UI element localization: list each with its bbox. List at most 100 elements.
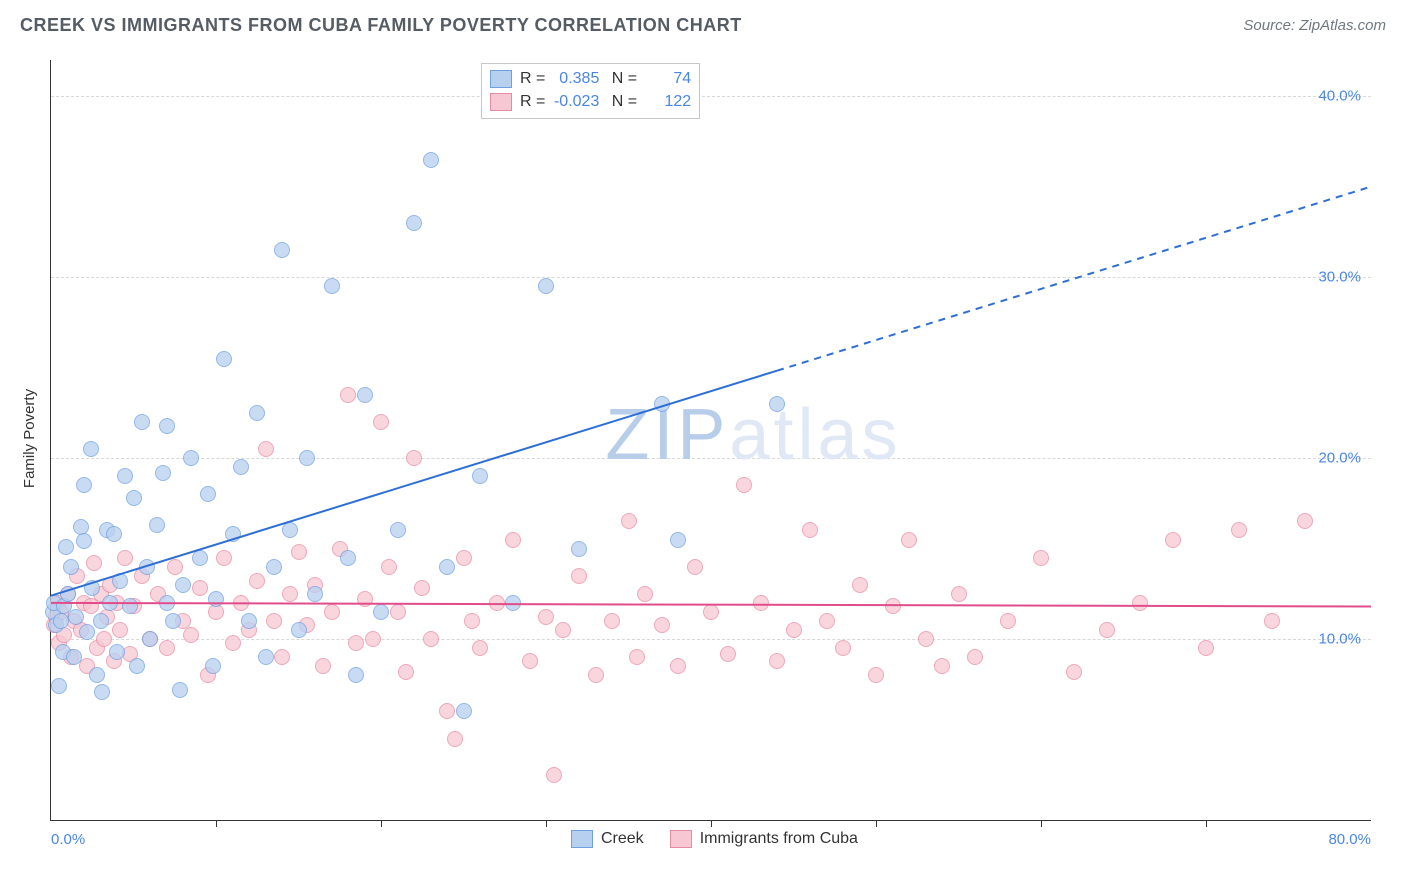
data-point-creek	[208, 591, 224, 607]
y-tick-label: 40.0%	[1318, 88, 1361, 105]
data-point-creek	[348, 667, 364, 683]
data-point-cuba	[258, 441, 274, 457]
stats-legend-box: R =0.385 N =74R =-0.023 N =122	[481, 63, 700, 119]
data-point-creek	[159, 595, 175, 611]
data-point-cuba	[365, 631, 381, 647]
data-point-cuba	[96, 631, 112, 647]
chart-header: CREEK VS IMMIGRANTS FROM CUBA FAMILY POV…	[0, 0, 1406, 50]
data-point-cuba	[414, 580, 430, 596]
data-point-creek	[670, 532, 686, 548]
data-point-creek	[505, 595, 521, 611]
data-point-creek	[175, 577, 191, 593]
source-attribution: Source: ZipAtlas.com	[1243, 17, 1386, 34]
data-point-cuba	[629, 649, 645, 665]
x-tick	[381, 820, 382, 827]
data-point-creek	[63, 559, 79, 575]
data-point-creek	[112, 573, 128, 589]
stats-row-cuba: R =-0.023 N =122	[490, 90, 691, 113]
data-point-cuba	[447, 731, 463, 747]
data-point-creek	[249, 405, 265, 421]
x-tick-label-max: 80.0%	[1328, 831, 1371, 848]
data-point-cuba	[505, 532, 521, 548]
data-point-creek	[357, 387, 373, 403]
y-tick-label: 30.0%	[1318, 269, 1361, 286]
data-point-creek	[102, 595, 118, 611]
data-point-creek	[192, 550, 208, 566]
source-prefix: Source:	[1243, 17, 1299, 34]
data-point-cuba	[398, 664, 414, 680]
data-point-cuba	[112, 622, 128, 638]
data-point-creek	[225, 526, 241, 542]
trend-lines-layer	[51, 60, 1371, 820]
data-point-cuba	[802, 522, 818, 538]
data-point-creek	[373, 604, 389, 620]
data-point-creek	[282, 522, 298, 538]
data-point-cuba	[390, 604, 406, 620]
watermark: ZIPatlas	[605, 394, 901, 476]
data-point-cuba	[885, 598, 901, 614]
data-point-cuba	[918, 631, 934, 647]
data-point-cuba	[555, 622, 571, 638]
data-point-cuba	[819, 613, 835, 629]
data-point-creek	[266, 559, 282, 575]
data-point-creek	[73, 519, 89, 535]
data-point-creek	[51, 678, 67, 694]
gridline-h	[51, 277, 1371, 278]
data-point-creek	[769, 396, 785, 412]
data-point-cuba	[736, 477, 752, 493]
data-point-creek	[76, 477, 92, 493]
legend-label-creek: Creek	[601, 830, 644, 848]
data-point-cuba	[183, 627, 199, 643]
stats-row-creek: R =0.385 N =74	[490, 67, 691, 90]
data-point-cuba	[901, 532, 917, 548]
data-point-cuba	[167, 559, 183, 575]
data-point-cuba	[703, 604, 719, 620]
data-point-creek	[299, 450, 315, 466]
legend-swatch-cuba	[490, 93, 512, 111]
data-point-creek	[390, 522, 406, 538]
data-point-creek	[439, 559, 455, 575]
data-point-cuba	[538, 609, 554, 625]
data-point-creek	[89, 667, 105, 683]
stat-r-value-cuba: -0.023	[553, 90, 599, 113]
x-tick	[1206, 820, 1207, 827]
data-point-cuba	[522, 653, 538, 669]
legend-swatch-cuba	[670, 830, 692, 848]
y-tick-label: 20.0%	[1318, 450, 1361, 467]
data-point-cuba	[291, 544, 307, 560]
data-point-creek	[126, 490, 142, 506]
data-point-creek	[291, 622, 307, 638]
data-point-cuba	[373, 414, 389, 430]
data-point-cuba	[546, 767, 562, 783]
data-point-creek	[139, 559, 155, 575]
legend-label-cuba: Immigrants from Cuba	[700, 830, 858, 848]
data-point-creek	[340, 550, 356, 566]
data-point-creek	[216, 351, 232, 367]
data-point-cuba	[1132, 595, 1148, 611]
data-point-creek	[406, 215, 422, 231]
data-point-creek	[76, 533, 92, 549]
data-point-cuba	[117, 550, 133, 566]
data-point-cuba	[1231, 522, 1247, 538]
data-point-cuba	[786, 622, 802, 638]
data-point-creek	[109, 644, 125, 660]
x-tick	[876, 820, 877, 827]
data-point-cuba	[225, 635, 241, 651]
data-point-cuba	[348, 635, 364, 651]
series-legend: Creek Immigrants from Cuba	[571, 830, 858, 848]
data-point-cuba	[951, 586, 967, 602]
data-point-cuba	[340, 387, 356, 403]
data-point-creek	[472, 468, 488, 484]
stat-n-value-creek: 74	[645, 67, 691, 90]
source-name: ZipAtlas.com	[1299, 17, 1386, 34]
data-point-creek	[142, 631, 158, 647]
data-point-cuba	[1264, 613, 1280, 629]
data-point-creek	[324, 278, 340, 294]
data-point-creek	[205, 658, 221, 674]
data-point-cuba	[687, 559, 703, 575]
data-point-creek	[165, 613, 181, 629]
x-tick	[1041, 820, 1042, 827]
data-point-creek	[66, 649, 82, 665]
data-point-creek	[149, 517, 165, 533]
data-point-creek	[172, 682, 188, 698]
